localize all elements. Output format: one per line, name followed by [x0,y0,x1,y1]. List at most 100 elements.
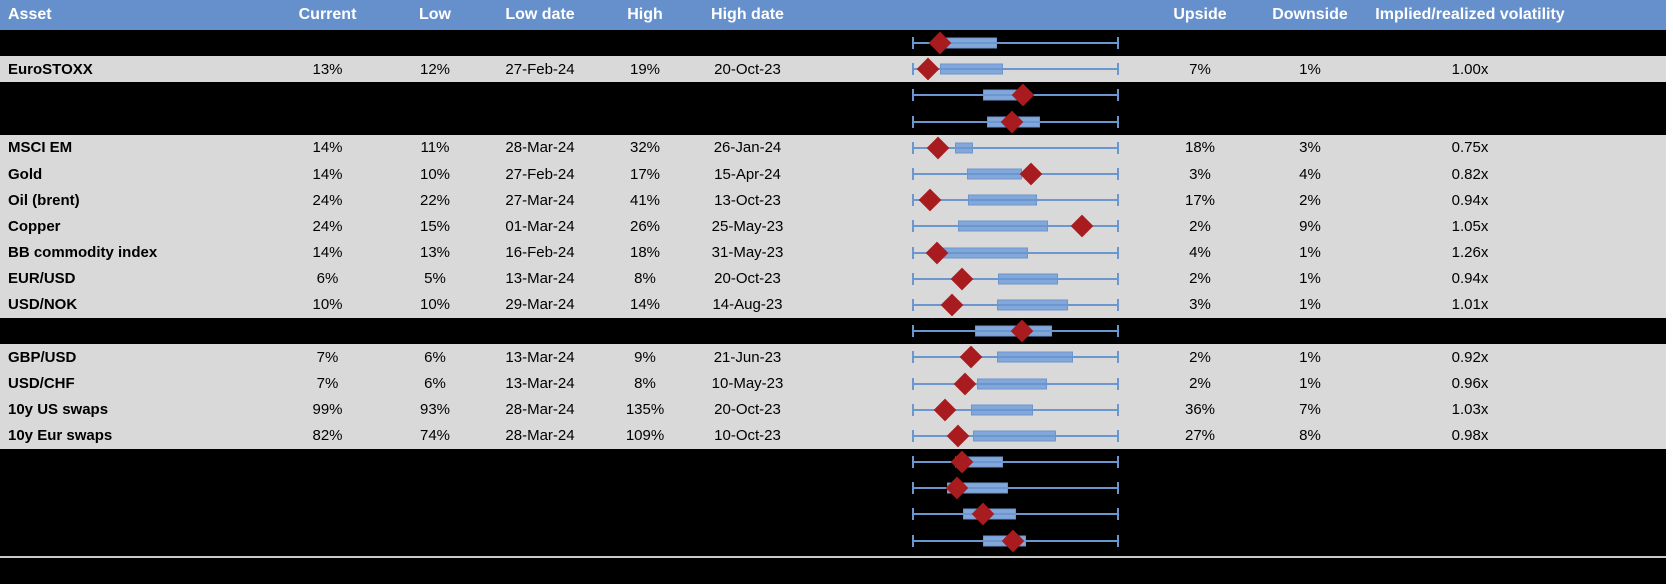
cell-high-date: 15-Apr-24 [714,165,781,183]
diamond-marker-icon [916,57,940,81]
whisker-cap-right [1117,429,1119,442]
cell-current: 14% [312,165,343,183]
cell-asset: USD/NOK [8,296,78,314]
whisker-cap-left [912,534,914,547]
diamond-marker-icon [925,241,949,264]
range-plot [805,30,1140,56]
cell-low-date: 01-Mar-24 [505,217,575,235]
spacer-row [0,108,1673,135]
range-plot [805,213,1140,239]
cell-downside: 4% [1299,165,1321,183]
whisker-cap-left [912,63,914,76]
whisker-line [913,487,1118,490]
spacer-row [0,475,1673,502]
whisker-cap-right [1117,168,1119,181]
whisker-cap-right [1117,246,1119,259]
diamond-marker-icon [953,372,977,395]
diamond-marker-icon [928,31,952,55]
cell-downside: 9% [1299,217,1321,235]
cell-upside: 27% [1184,427,1216,445]
cell-implied-realized: 1.26x [1451,244,1489,262]
cell-downside: 1% [1299,244,1321,262]
cell-implied-realized: 1.00x [1451,60,1489,78]
row-eurostoxx: EuroSTOXX 13% 12% 27-Feb-24 19% 20-Oct-23 7% 1%… [0,56,1673,83]
bottom-black-band [0,557,1673,584]
row-eur-usd: EUR/USD 6% 5% 13-Mar-24 8% 20-Oct-23 2% 1% 0.94x [0,265,1673,292]
cell-low: 22% [419,191,451,209]
cell-low-date: 13-Mar-24 [505,270,575,288]
cell-downside: 3% [1299,139,1321,157]
range-plot [805,397,1140,423]
row-usd-nok: USD/NOK 10% 10% 29-Mar-24 14% 14-Aug-23 3% 1% 1.… [0,291,1673,319]
header-high-date: High date [711,6,784,23]
cell-current: 14% [312,244,343,262]
diamond-marker-icon [933,398,957,422]
cell-high-date: 10-May-23 [711,375,784,393]
whisker-line [913,199,1118,202]
range-plot [805,449,1140,475]
cell-high-date: 20-Oct-23 [714,401,781,419]
cell-high-date: 31-May-23 [711,244,784,262]
whisker-cap-left [912,377,914,390]
cell-low: 15% [419,217,451,235]
range-plot [805,266,1140,292]
row-usd-chf: USD/CHF 7% 6% 13-Mar-24 8% 10-May-23 2% 1% 0.96x [0,370,1673,397]
cell-downside: 1% [1299,60,1321,78]
range-plot [805,501,1140,527]
whisker-cap-left [912,403,914,416]
cell-implied-realized: 0.75x [1451,139,1489,157]
cell-upside: 18% [1184,139,1216,157]
cell-high-date: 13-Oct-23 [714,191,781,209]
bottom-gap [0,553,1673,556]
header-implied-realized-volatility: Implied/realized volatility [1375,6,1565,23]
spacer-row [0,82,1673,109]
whisker-cap-right [1117,220,1119,233]
cell-low-date: 28-Mar-24 [505,401,575,419]
cell-high: 8% [634,270,656,288]
whisker-cap-right [1117,37,1119,50]
cell-high-date: 20-Oct-23 [714,270,781,288]
diamond-marker-icon [1010,319,1034,343]
diamond-marker-icon [1070,215,1094,238]
range-plot [805,240,1140,266]
cell-high: 26% [629,217,661,235]
diamond-marker-icon [959,346,983,369]
whisker-line [913,173,1118,176]
cell-low-date: 27-Feb-24 [505,60,575,78]
cell-upside: 2% [1189,270,1211,288]
cell-asset: 10y Eur swaps [8,427,113,445]
cell-current: 10% [312,296,343,314]
row-bb-commodity-index: BB commodity index 14% 13% 16-Feb-24 18% 31-M… [0,239,1673,266]
whisker-cap-right [1117,89,1119,102]
cell-upside: 7% [1189,60,1211,78]
cell-high-date: 21-Jun-23 [713,348,782,366]
whisker-cap-left [912,351,914,364]
whisker-line [913,277,1118,280]
diamond-marker-icon [1019,162,1043,186]
cell-low: 93% [419,401,451,419]
cell-high-date: 20-Oct-23 [714,60,781,78]
diamond-marker-icon [950,450,974,474]
range-plot [805,135,1140,161]
whisker-line [913,461,1118,464]
cell-high: 9% [634,348,656,366]
whisker-cap-left [912,429,914,442]
row-10y-us-swaps: 10y US swaps 99% 93% 28-Mar-24 135% 20-Oct-23… [0,396,1673,423]
cell-downside: 2% [1299,191,1321,209]
row-gold: Gold 14% 10% 27-Feb-24 17% 15-Apr-24 3% 4% 0.82x [0,160,1673,188]
header-high: High [627,6,663,23]
cell-asset: Copper [8,217,61,235]
whisker-line [913,513,1118,516]
cell-current: 24% [312,217,343,235]
cell-downside: 8% [1299,427,1321,445]
cell-asset: Gold [8,165,43,183]
cell-downside: 1% [1299,270,1321,288]
cell-implied-realized: 1.03x [1451,401,1489,419]
bottom-separator-line [0,555,1673,558]
row-oil-brent-: Oil (brent) 24% 22% 27-Mar-24 41% 13-Oct-23 17… [0,187,1673,214]
header-upside: Upside [1173,6,1227,23]
cell-current: 14% [312,139,343,157]
header-current: Current [298,6,357,23]
diamond-marker-icon [1000,110,1024,133]
whisker-line [913,225,1118,228]
